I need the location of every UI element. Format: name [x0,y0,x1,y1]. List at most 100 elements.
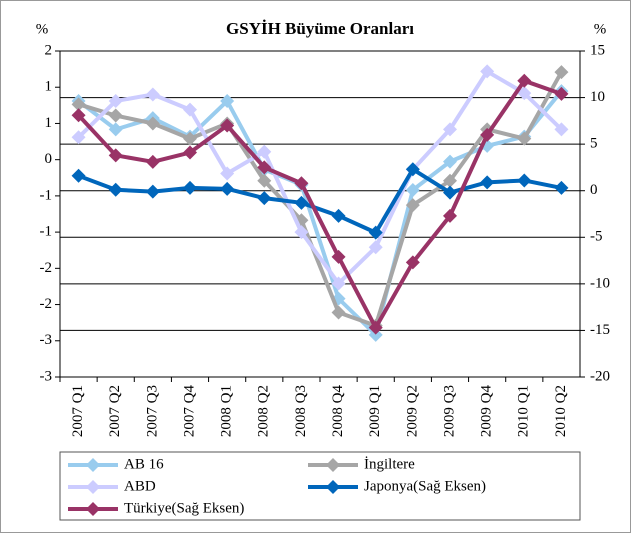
marker [108,108,123,123]
marker [71,97,86,112]
marker [220,166,235,181]
y-tick-label: -2 [40,296,53,312]
marker [294,176,309,191]
marker [257,191,272,206]
marker [443,122,457,137]
marker [368,225,383,240]
marker [405,162,420,177]
marker [443,208,457,223]
y-tick-label: -1 [40,224,53,240]
y2-tick-label: -15 [590,322,610,338]
legend-marker [86,480,100,494]
y2-axis-label: % [594,21,607,37]
y2-tick-label: -10 [590,275,610,291]
series-line [77,69,563,286]
marker [331,276,346,291]
marker [480,127,495,142]
y-tick-label: -3 [40,368,53,384]
marker [183,180,197,195]
marker [443,173,457,188]
marker [331,208,346,223]
x-tick-label: 2009 Q1 [367,385,383,437]
y2-tick-label: -20 [590,368,610,384]
x-tick-label: 2007 Q4 [181,385,197,438]
x-tick-label: 2007 Q3 [144,385,160,437]
x-tick-label: 2008 Q2 [256,385,272,437]
legend-marker [326,458,340,472]
marker [145,154,160,169]
marker [554,65,569,80]
marker [220,94,235,109]
legend-label: İngiltere [364,456,415,472]
y2-tick-label: 5 [590,136,598,152]
x-tick-label: 2008 Q1 [219,385,235,437]
marker [368,327,383,342]
marker [517,131,532,146]
marker [405,182,420,197]
marker [71,108,86,123]
marker [517,73,532,88]
legend-label: Japonya(Sağ Eksen) [364,478,486,494]
marker [183,102,197,117]
marker [220,118,235,133]
marker [108,94,123,109]
legend-marker [86,502,100,516]
marker [145,116,160,131]
x-tick-label: 2009 Q2 [404,385,420,437]
marker [108,182,123,197]
y-tick-label: 1 [45,79,53,95]
marker [554,122,569,137]
x-tick-label: 2008 Q3 [293,385,309,437]
marker [71,168,86,183]
x-tick-label: 2007 Q2 [107,385,123,437]
series-line [77,71,564,328]
y2-tick-label: 0 [590,182,598,198]
y-tick-label: -3 [40,332,53,348]
legend-label: Türkiye(Sağ Eksen) [124,500,244,516]
marker [183,145,197,160]
marker [145,87,160,102]
marker [368,240,383,255]
marker [331,249,346,264]
y2-tick-label: 15 [590,42,605,58]
marker [183,131,197,146]
marker [405,255,420,270]
marker [71,130,86,145]
marker [405,198,420,213]
x-tick-label: 2010 Q2 [553,385,569,437]
marker [443,154,457,169]
y-tick-label: 0 [45,151,53,167]
x-tick-label: 2010 Q1 [516,385,532,437]
y-tick-label: 1 [45,115,53,131]
series-line [77,78,563,330]
marker [257,173,272,188]
x-tick-label: 2009 Q4 [479,385,495,438]
marker [220,181,235,196]
x-tick-label: 2009 Q3 [441,385,457,437]
legend-label: ABD [124,478,156,494]
marker [331,305,346,320]
marker [517,86,532,101]
marker [554,180,569,195]
marker [443,185,457,200]
marker [108,148,123,163]
y2-tick-label: 10 [590,89,605,105]
legend-marker [86,458,100,472]
marker [145,184,160,199]
marker [257,160,272,175]
y-tick-label: 2 [45,42,53,58]
y-tick-label: -2 [40,260,53,276]
y-axis-label: % [36,21,49,37]
legend-label: AB 16 [124,456,164,472]
marker [294,225,309,240]
marker [480,175,495,190]
marker [108,122,123,137]
marker [294,195,309,210]
chart-title: GSYİH Büyüme Oranları [226,19,414,38]
marker [517,173,532,188]
x-tick-label: 2008 Q4 [330,385,346,438]
legend-marker [326,480,340,494]
marker [257,144,272,159]
